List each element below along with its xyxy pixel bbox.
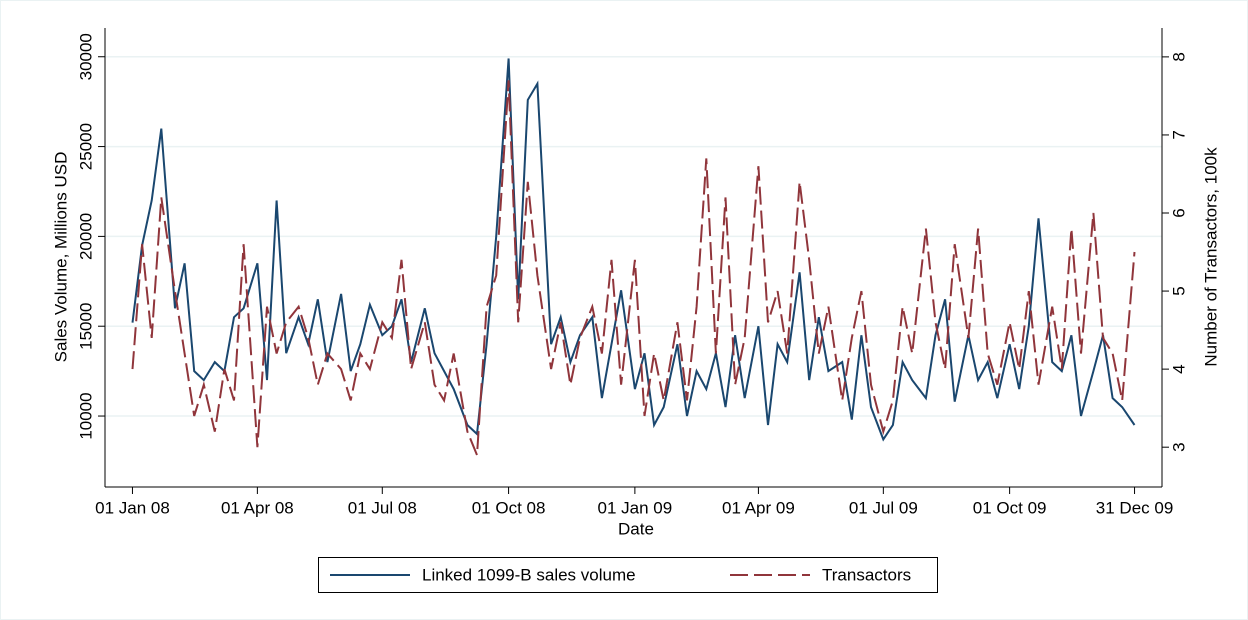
legend-label: Linked 1099-B sales volume <box>422 565 636 584</box>
y-tick-label: 20000 <box>76 213 95 260</box>
y2-tick-label: 8 <box>1169 52 1188 61</box>
y-tick-label: 10000 <box>76 392 95 439</box>
y2-tick-label: 7 <box>1169 130 1188 139</box>
legend-box <box>318 557 938 593</box>
y2-tick-label: 3 <box>1169 442 1188 451</box>
x-tick-label: 01 Jul 08 <box>348 498 417 517</box>
series-line <box>131 80 1136 456</box>
x-tick-label: 01 Apr 08 <box>221 498 294 517</box>
x-tick-label: 01 Apr 09 <box>722 498 795 517</box>
y-tick-label: 15000 <box>76 303 95 350</box>
x-tick-label: 01 Jan 08 <box>95 498 170 517</box>
y2-tick-label: 6 <box>1169 208 1188 217</box>
x-axis-title: Date <box>618 519 654 538</box>
x-tick-label: 01 Jan 09 <box>598 498 673 517</box>
x-tick-label: 01 Oct 09 <box>973 498 1047 517</box>
x-tick-label: 01 Jul 09 <box>849 498 918 517</box>
x-tick-label: 01 Oct 08 <box>472 498 546 517</box>
y-tick-label: 25000 <box>76 123 95 170</box>
y-tick-label: 30000 <box>76 33 95 80</box>
y-axis-title: Sales Volume, Millions USD <box>51 152 70 363</box>
x-tick-label: 31 Dec 09 <box>1096 498 1174 517</box>
y2-tick-label: 5 <box>1169 286 1188 295</box>
legend-label: Transactors <box>822 565 911 584</box>
y2-tick-label: 4 <box>1169 364 1188 373</box>
y2-axis-title: Number of Transactors, 100k <box>1201 147 1220 367</box>
